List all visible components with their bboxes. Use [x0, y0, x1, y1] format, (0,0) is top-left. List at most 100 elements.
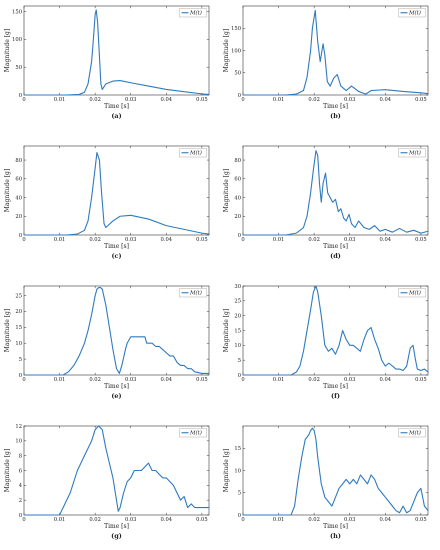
- y-tick-label: 100: [12, 37, 22, 43]
- x-tick-label: 0.02: [308, 377, 320, 383]
- y-axis-label: Magnitude [g]: [223, 169, 230, 212]
- chart-panel: 0 0.01 0.02 0.03 0.04 0.05 0 20 40 60 80 Time [s] Ma…: [223, 145, 429, 260]
- chart-panel: 0 0.01 0.02 0.03 0.04 0.05 0 5 10 15 20 25 Time [s] M…: [4, 285, 210, 400]
- chart-panel: 0 0.01 0.02 0.03 0.04 0.05 0 50 100 150 Time [s] Ma…: [223, 5, 429, 120]
- x-tick-label: 0.02: [308, 517, 320, 523]
- x-tick-label: 0.05: [196, 377, 208, 383]
- x-tick-label: 0: [22, 517, 25, 523]
- plot-frame: [23, 5, 210, 96]
- panel-label: (c): [111, 252, 121, 260]
- x-tick-label: 0: [241, 377, 244, 383]
- y-tick-label: 5: [238, 491, 241, 497]
- panel-label: (h): [330, 532, 341, 540]
- plot-frame: [23, 285, 210, 376]
- series-line: [242, 9, 429, 96]
- x-tick-label: 0.05: [196, 237, 208, 243]
- y-tick-label: 0: [19, 233, 22, 239]
- legend-label: M(t): [189, 430, 202, 437]
- y-axis-label: Magnitude [g]: [4, 309, 11, 352]
- legend-box: [398, 428, 426, 438]
- x-tick-label: 0.05: [196, 97, 208, 103]
- y-tick-label: 60: [15, 177, 22, 183]
- y-tick-label: 100: [231, 48, 241, 54]
- panel-label: (b): [330, 112, 341, 120]
- x-axis-label: Time [s]: [104, 103, 129, 110]
- x-axis-label: Time [s]: [104, 383, 129, 390]
- chart-panel: 0 0.01 0.02 0.03 0.04 0.05 0 5 10 15 20 25 30 Time [s…: [223, 284, 429, 400]
- x-axis-label: Time [s]: [104, 243, 129, 250]
- y-tick-label: 20: [15, 309, 22, 315]
- legend-box: [398, 8, 426, 18]
- legend: M(t): [398, 148, 426, 158]
- y-tick-label: 15: [234, 446, 241, 452]
- x-tick-label: 0.03: [344, 377, 356, 383]
- legend-label: M(t): [408, 290, 421, 297]
- x-tick-label: 0: [22, 237, 25, 243]
- x-tick-label: 0.01: [273, 97, 285, 103]
- y-tick-label: 0: [238, 233, 241, 239]
- y-tick-label: 30: [234, 284, 241, 290]
- x-tick-label: 0: [241, 517, 244, 523]
- legend-box: [179, 8, 207, 18]
- x-tick-label: 0.04: [161, 517, 173, 523]
- series-line: [23, 152, 210, 236]
- y-axis-label: Magnitude [g]: [223, 449, 230, 492]
- x-tick-label: 0.03: [344, 517, 356, 523]
- y-tick-label: 4: [19, 483, 23, 489]
- x-tick-label: 0.03: [125, 97, 137, 103]
- chart-panel: 0 0.01 0.02 0.03 0.04 0.05 0 2 4 6 8 10 12 Time [s] Ma…: [4, 424, 210, 540]
- x-tick-label: 0.05: [415, 97, 427, 103]
- y-axis-label: Magnitude [g]: [223, 29, 230, 72]
- x-tick-label: 0.01: [54, 377, 66, 383]
- x-tick-label: 0.04: [380, 377, 392, 383]
- x-tick-label: 0.02: [89, 377, 101, 383]
- x-tick-label: 0.04: [380, 237, 392, 243]
- y-tick-label: 150: [231, 26, 241, 32]
- x-tick-label: 0.04: [161, 97, 173, 103]
- x-tick-label: 0.02: [308, 97, 320, 103]
- series-line: [23, 425, 210, 516]
- y-tick-label: 20: [15, 214, 22, 220]
- x-tick-label: 0.04: [161, 237, 173, 243]
- x-tick-label: 0.01: [273, 377, 285, 383]
- legend-box: [179, 428, 207, 438]
- y-tick-label: 25: [234, 299, 241, 305]
- y-tick-label: 0: [19, 93, 22, 99]
- x-tick-label: 0.04: [380, 517, 392, 523]
- y-tick-label: 20: [234, 214, 241, 220]
- y-tick-label: 0: [238, 513, 241, 519]
- x-tick-label: 0.02: [89, 517, 101, 523]
- y-tick-label: 8: [19, 453, 22, 459]
- y-tick-label: 40: [234, 195, 241, 201]
- legend: M(t): [398, 288, 426, 298]
- y-tick-label: 40: [15, 195, 22, 201]
- legend-box: [179, 288, 207, 298]
- y-tick-label: 0: [238, 373, 241, 379]
- x-tick-label: 0.05: [415, 377, 427, 383]
- y-tick-label: 0: [238, 93, 241, 99]
- plot-frame: [23, 145, 210, 236]
- chart-panel: 0 0.01 0.02 0.03 0.04 0.05 0 5 10 15 Time [s] Magni…: [223, 425, 429, 540]
- chart-panel: 0 0.01 0.02 0.03 0.04 0.05 0 20 40 60 80 Time [s] Ma…: [4, 145, 210, 260]
- y-tick-label: 5: [19, 357, 22, 363]
- series-line: [23, 9, 210, 96]
- y-tick-label: 50: [15, 65, 22, 71]
- panel-label: (g): [111, 532, 122, 540]
- x-tick-label: 0.01: [54, 517, 66, 523]
- x-tick-label: 0.05: [415, 517, 427, 523]
- y-tick-label: 12: [15, 424, 22, 430]
- x-tick-label: 0.02: [89, 97, 101, 103]
- x-tick-label: 0.03: [125, 377, 137, 383]
- x-tick-label: 0.03: [344, 97, 356, 103]
- series-line: [242, 285, 429, 376]
- x-tick-label: 0: [241, 97, 244, 103]
- series-line: [23, 287, 210, 376]
- x-tick-label: 0.04: [380, 97, 392, 103]
- y-tick-label: 80: [234, 158, 241, 164]
- legend-label: M(t): [408, 430, 421, 437]
- x-axis-label: Time [s]: [323, 243, 348, 250]
- plot-frame: [242, 5, 429, 96]
- y-tick-label: 25: [15, 293, 22, 299]
- legend-label: M(t): [189, 10, 202, 17]
